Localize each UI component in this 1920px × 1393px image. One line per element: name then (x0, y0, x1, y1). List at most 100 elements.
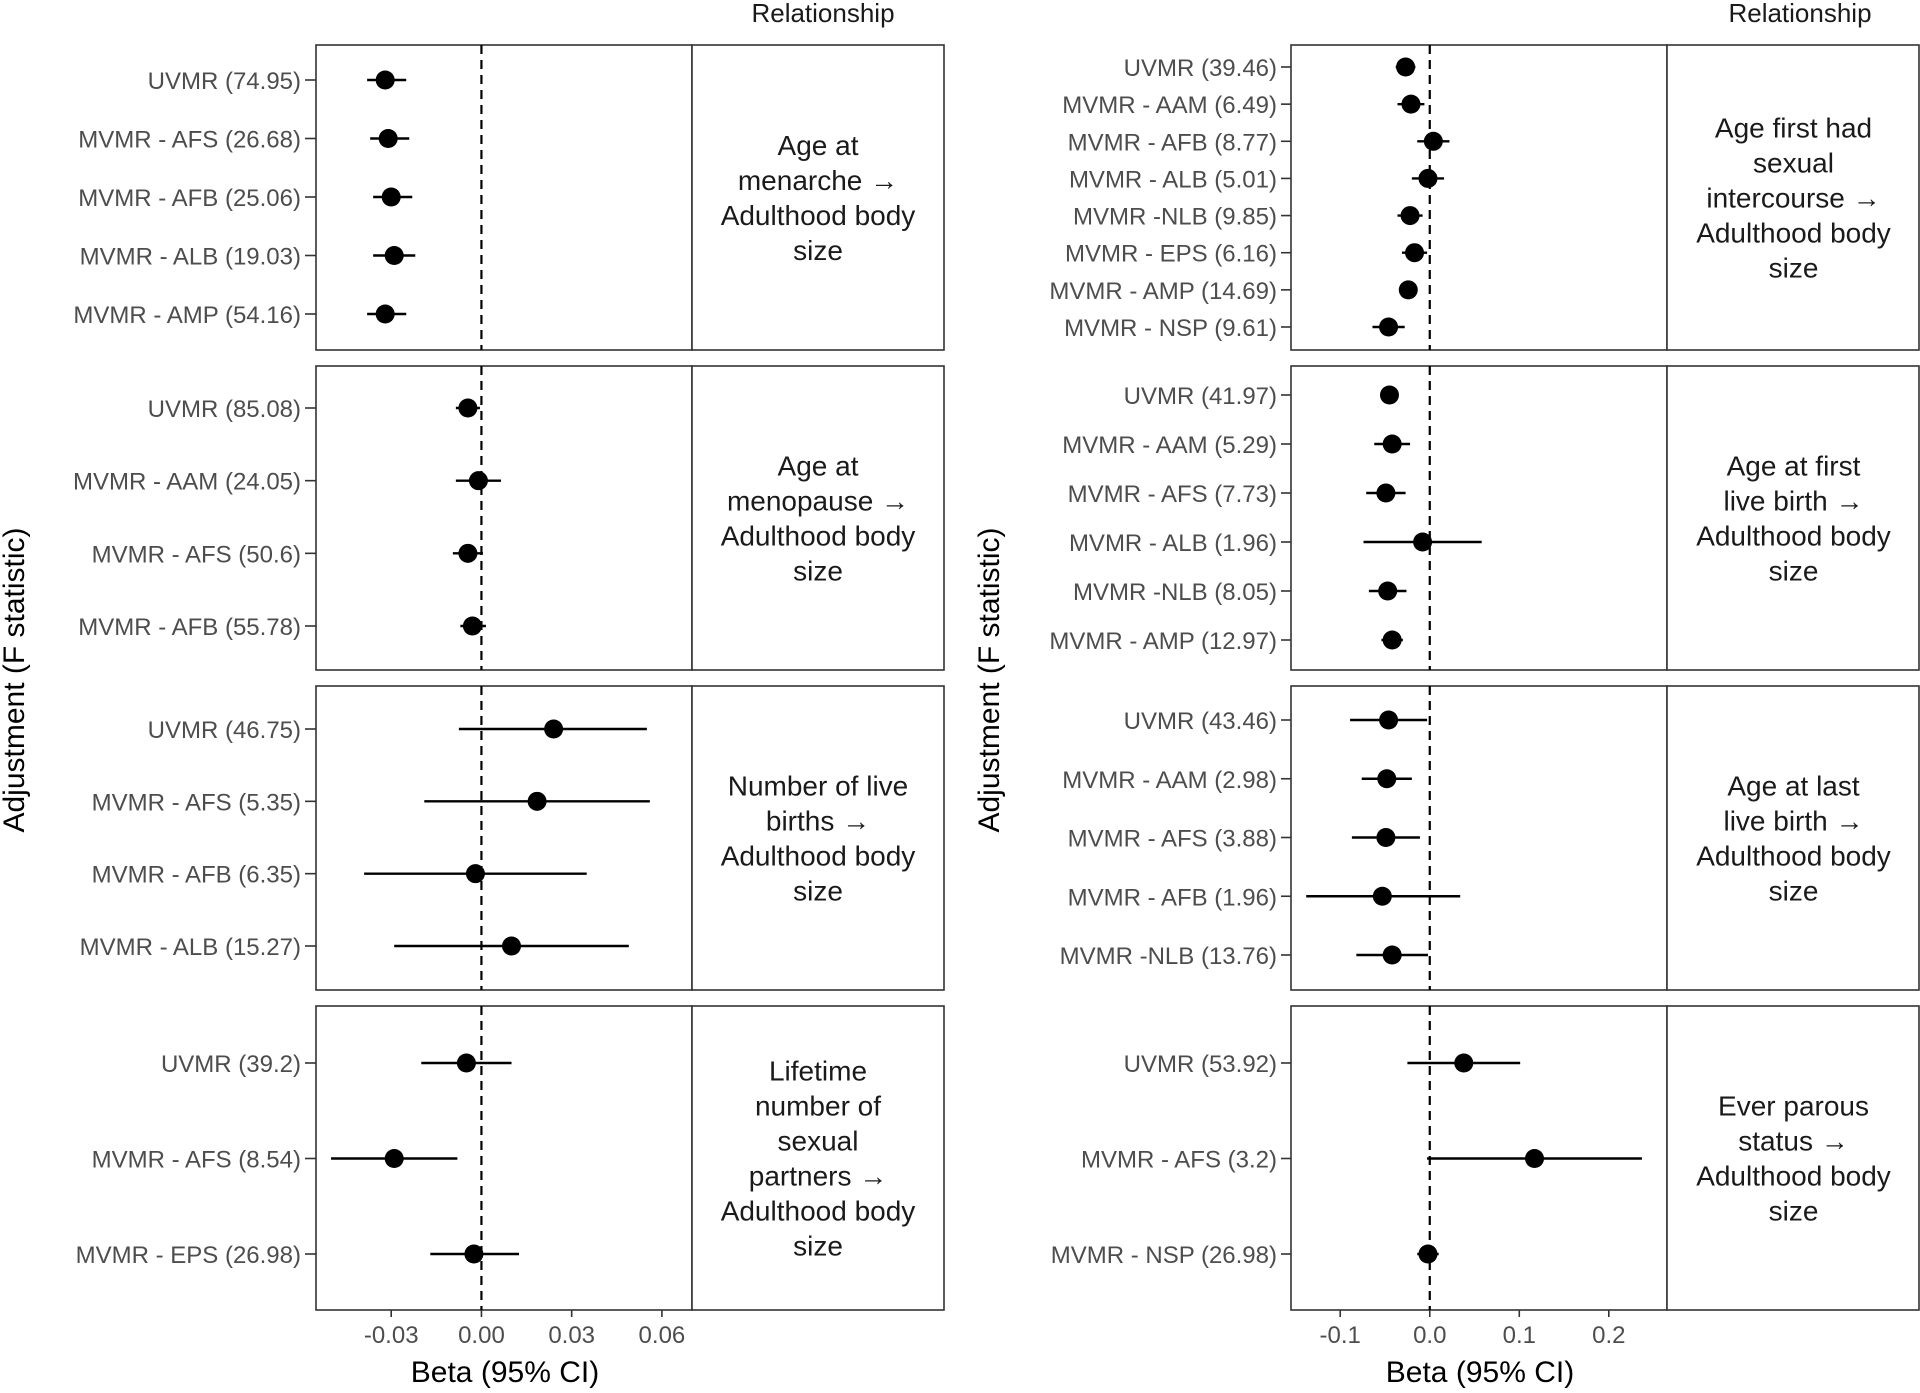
chart-marks: Age at menarche → Adulthood body size UVMR (… (73, 44, 1920, 1349)
strip-label-line: Adulthood body (721, 521, 916, 552)
strip-box (1666, 44, 1920, 351)
row-label: UVMR (41.97) (1124, 383, 1277, 410)
x-tick-label: 0.00 (458, 1322, 505, 1349)
strip-label-line: Age at last (1727, 771, 1860, 802)
strip-label-line: size (1769, 253, 1819, 284)
row-label: MVMR - NSP (26.98) (1051, 1242, 1277, 1269)
row-label: MVMR - AMP (54.16) (73, 302, 301, 329)
row-label: UVMR (39.46) (1124, 55, 1277, 82)
point-estimate (1379, 385, 1399, 405)
point-estimate (458, 398, 478, 418)
row-label: MVMR - AFB (6.35) (92, 862, 301, 889)
point-estimate (502, 936, 522, 956)
strip-label-line: Adulthood body (1696, 1161, 1891, 1192)
x-tick-label: 0.06 (639, 1322, 686, 1349)
strip-label-line: Ever parous (1718, 1091, 1869, 1122)
row-label: MVMR - AAM (6.49) (1062, 92, 1277, 119)
panel-frame (315, 685, 693, 991)
forest-panel: Age at menarche → Adulthood body size UVMR (… (73, 44, 945, 351)
strip-box (691, 44, 945, 351)
strip-box (691, 1005, 945, 1311)
row-label: UVMR (39.2) (161, 1051, 301, 1078)
point-estimate (384, 1149, 404, 1168)
strip-label-line: live birth → (1723, 806, 1863, 837)
x-tick-label: 0.0 (1413, 1322, 1446, 1349)
row-label: MVMR - AMP (12.97) (1049, 628, 1277, 655)
point-estimate (1413, 532, 1433, 552)
strip-label-line: sexual (1753, 148, 1834, 179)
point-estimate (1398, 280, 1418, 300)
point-estimate (1376, 828, 1396, 847)
row-label: UVMR (46.75) (148, 717, 301, 744)
point-estimate (1382, 434, 1402, 454)
strip-label-line: Age first had (1715, 113, 1872, 144)
y-axis-title-right: Adjustment (F statistic) (973, 527, 1006, 832)
row-label: MVMR - AFB (1.96) (1068, 884, 1277, 911)
x-axis-title-right: Beta (95% CI) (1386, 1356, 1574, 1388)
strip-label-line: live birth → (1723, 486, 1863, 517)
panel-frame (315, 44, 693, 351)
row-label: MVMR - ALB (15.27) (80, 934, 301, 961)
point-estimate (1379, 710, 1399, 730)
point-estimate (378, 129, 398, 148)
point-estimate (458, 543, 478, 563)
forest-panel: Ever parous status → Adulthood body size UVM… (1051, 1005, 1920, 1311)
strip-label-line: sexual (778, 1126, 859, 1157)
forest-panel: Age first had sexual intercourse → Adulthoo… (1049, 44, 1920, 351)
point-estimate (462, 616, 482, 636)
strip-label-line: size (1769, 556, 1819, 587)
strip-label-line: Adulthood body (721, 841, 916, 872)
x-tick-label: -0.03 (364, 1322, 419, 1349)
row-label: MVMR - NSP (9.61) (1064, 315, 1277, 342)
row-label: MVMR - EPS (6.16) (1065, 241, 1277, 268)
row-label: MVMR -NLB (8.05) (1073, 579, 1277, 606)
strip-label-line: Age at (778, 451, 859, 482)
point-estimate (1405, 243, 1425, 263)
row-label: MVMR - AFB (8.77) (1068, 129, 1277, 156)
row-label: UVMR (43.46) (1124, 708, 1277, 735)
strip-header-left: Relationship (751, 0, 894, 28)
point-estimate (464, 1244, 484, 1264)
point-estimate (527, 791, 547, 811)
row-label: MVMR - ALB (5.01) (1069, 166, 1277, 193)
panel-frame (315, 365, 693, 671)
point-estimate (1418, 1244, 1438, 1264)
strip-box (691, 365, 945, 671)
strip-box (1666, 365, 1920, 671)
x-tick-label: -0.1 (1320, 1322, 1361, 1349)
forest-column-left: Age at menarche → Adulthood body size UVMR (… (73, 44, 945, 1349)
point-estimate (375, 70, 395, 90)
y-axis-title-left: Adjustment (F statistic) (0, 527, 31, 832)
panel-frame (1290, 365, 1668, 671)
row-label: MVMR - AAM (5.29) (1062, 432, 1277, 459)
point-estimate (465, 864, 485, 884)
point-estimate (1377, 769, 1397, 789)
point-estimate (468, 471, 488, 491)
strip-header-right: Relationship (1728, 0, 1871, 28)
strip-label-line: partners → (749, 1161, 888, 1192)
strip-label-line: size (1769, 876, 1819, 907)
point-estimate (1423, 131, 1443, 151)
strip-box (691, 685, 945, 991)
row-label: MVMR - AFS (5.35) (92, 789, 301, 816)
point-estimate (381, 187, 401, 207)
row-label: MVMR - AFB (55.78) (78, 614, 301, 641)
strip-label-line: number of (755, 1091, 881, 1122)
x-tick-label: 0.2 (1592, 1322, 1625, 1349)
strip-label-line: Number of live (728, 771, 909, 802)
row-label: MVMR - AFS (3.2) (1081, 1147, 1277, 1174)
point-estimate (1400, 206, 1420, 226)
point-estimate (375, 304, 395, 324)
point-estimate (1378, 581, 1398, 601)
point-estimate (1382, 630, 1402, 650)
point-estimate (1376, 483, 1396, 503)
forest-panel: Age at last live birth → Adulthood body siz… (1060, 685, 1920, 991)
strip-label-line: Adulthood body (1696, 841, 1891, 872)
row-label: MVMR - AFS (50.6) (92, 541, 301, 568)
forest-panel: Lifetime number of sexual partners → Adultho… (76, 1005, 945, 1311)
point-estimate (1525, 1149, 1545, 1168)
strip-label-line: size (1769, 1196, 1819, 1227)
point-estimate (1372, 886, 1392, 906)
point-estimate (456, 1053, 476, 1073)
